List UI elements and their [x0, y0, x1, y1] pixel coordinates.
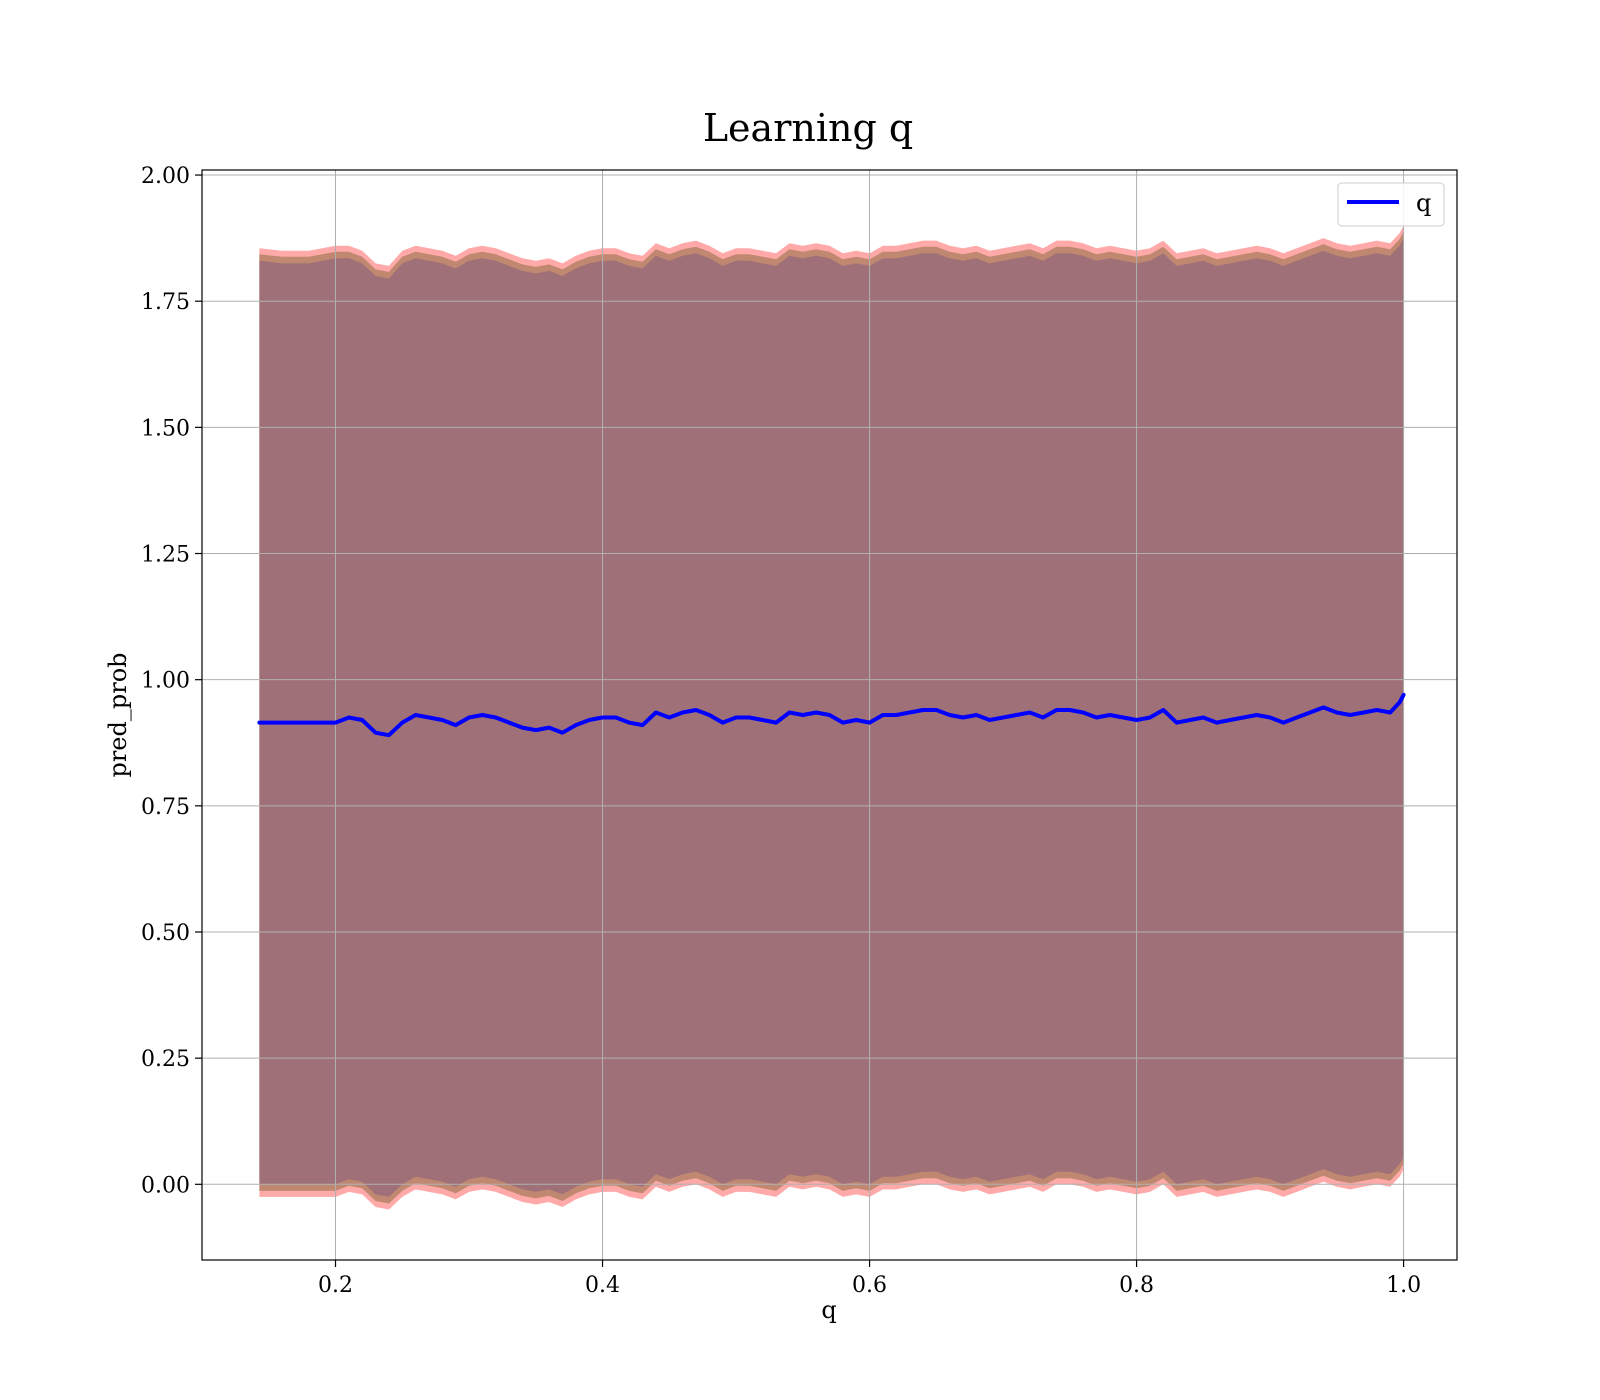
legend-box	[1337, 182, 1445, 227]
series-line-layer	[257, 692, 1406, 738]
y-tick-label: 0.75	[141, 795, 190, 820]
y-tick-label: 1.75	[141, 290, 190, 315]
y-tick-label: 0.25	[141, 1047, 190, 1072]
y-tick-label: 1.50	[141, 416, 190, 441]
y-tick-label: 0.50	[141, 921, 190, 946]
chart-title: Learning q	[703, 106, 913, 150]
legend: q	[1337, 182, 1445, 227]
x-tick-label: 1.0	[1386, 1273, 1421, 1298]
x-tick-label: 0.2	[318, 1273, 353, 1298]
y-tick-label: 0.00	[141, 1173, 190, 1198]
y-axis-label: pred_prob	[104, 652, 132, 777]
series-line-q	[257, 692, 1406, 738]
x-tick-label: 0.8	[1119, 1273, 1154, 1298]
legend-label: q	[1416, 189, 1431, 217]
x-tick-label: 0.6	[852, 1273, 887, 1298]
y-tick-label: 1.25	[141, 543, 190, 568]
y-tick-label: 1.00	[141, 669, 190, 694]
x-axis-label: q	[821, 1296, 836, 1324]
x-tick-label: 0.4	[585, 1273, 620, 1298]
y-tick-label: 2.00	[141, 164, 190, 189]
axis-ticks: 0.2 0.4 0.6 0.8 1.0 0.00 0.25 0.50 0.75 1.00 1.25 1…	[141, 164, 1421, 1298]
plot-frame	[201, 169, 1458, 1261]
grid-lines	[202, 170, 1457, 1260]
